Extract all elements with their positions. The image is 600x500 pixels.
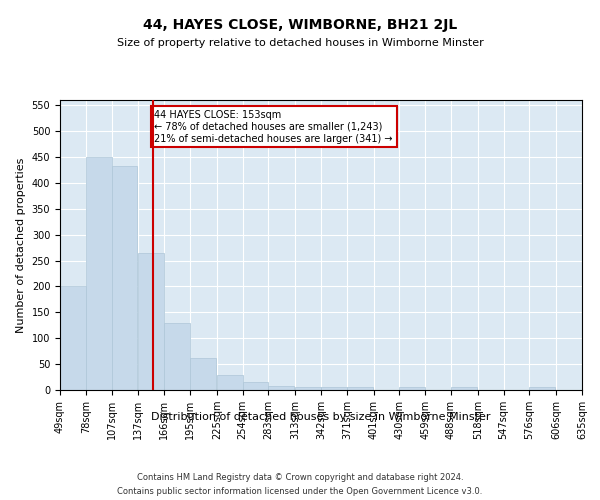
Bar [268,386,294,390]
Text: Distribution of detached houses by size in Wimborne Minster: Distribution of detached houses by size … [151,412,491,422]
Bar [400,388,425,390]
Bar [60,286,86,390]
Text: 44, HAYES CLOSE, WIMBORNE, BH21 2JL: 44, HAYES CLOSE, WIMBORNE, BH21 2JL [143,18,457,32]
Text: 44 HAYES CLOSE: 153sqm
← 78% of detached houses are smaller (1,243)
21% of semi-: 44 HAYES CLOSE: 153sqm ← 78% of detached… [154,110,393,144]
Bar [347,388,373,390]
Bar [86,157,112,390]
Bar [190,358,216,390]
Y-axis label: Number of detached properties: Number of detached properties [16,158,26,332]
Bar [217,375,242,390]
Bar [242,382,268,390]
Text: Size of property relative to detached houses in Wimborne Minster: Size of property relative to detached ho… [116,38,484,48]
Bar [529,388,555,390]
Bar [451,388,477,390]
Text: Contains HM Land Registry data © Crown copyright and database right 2024.: Contains HM Land Registry data © Crown c… [137,472,463,482]
Bar [164,322,190,390]
Bar [139,253,164,390]
Text: Contains public sector information licensed under the Open Government Licence v3: Contains public sector information licen… [118,488,482,496]
Bar [112,166,137,390]
Bar [295,388,321,390]
Bar [321,388,347,390]
